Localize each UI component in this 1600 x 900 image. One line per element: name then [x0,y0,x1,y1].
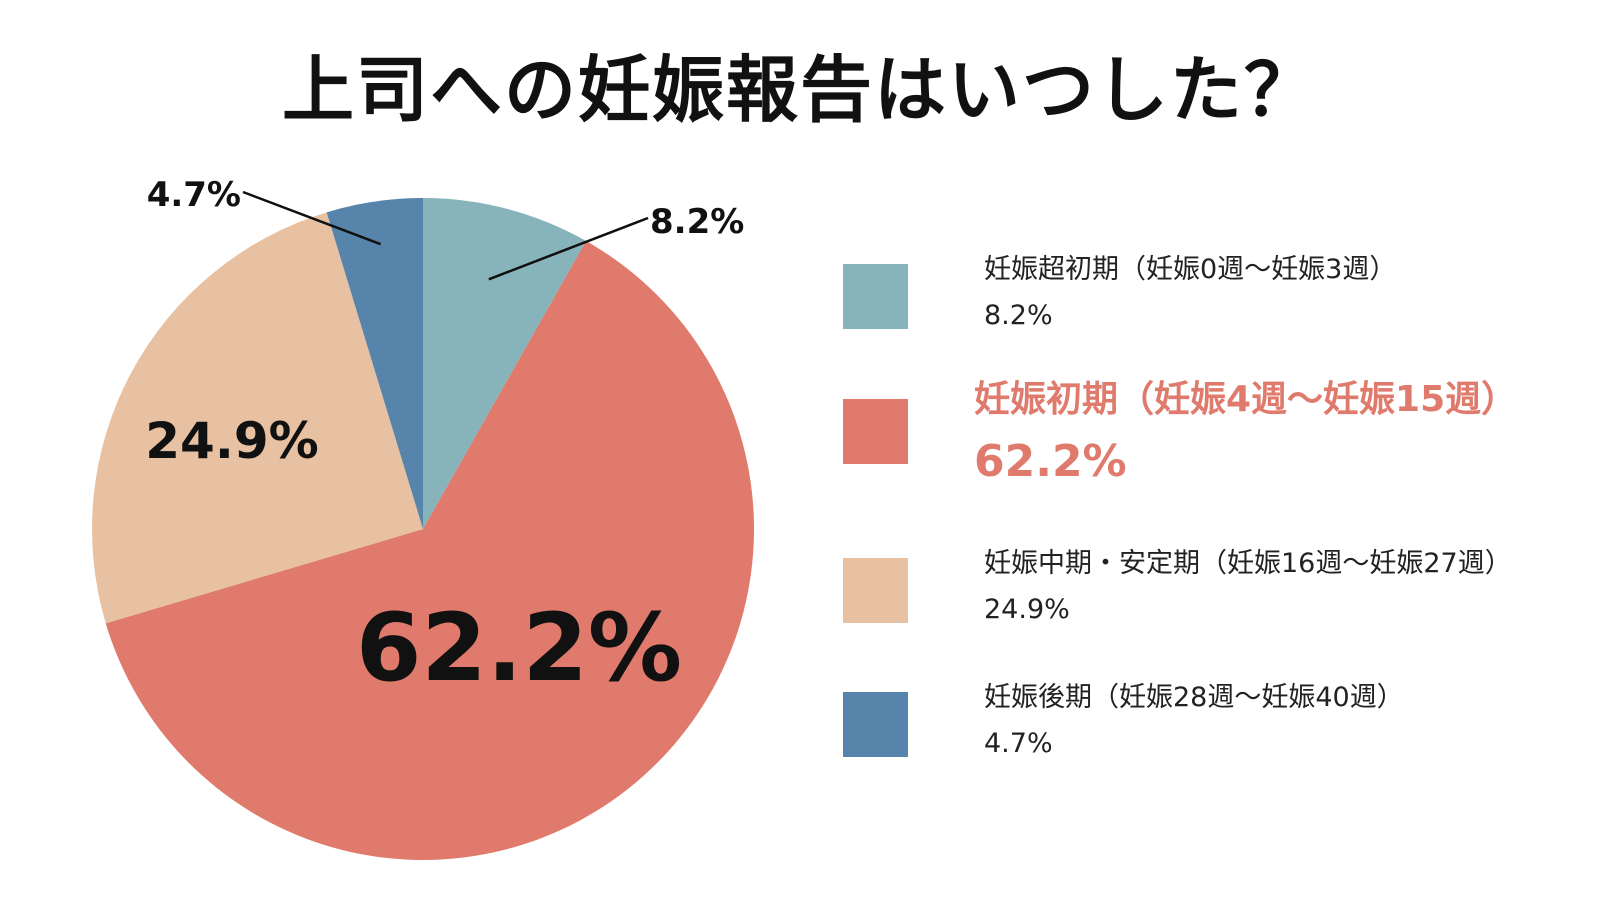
legend-value: 8.2% [984,300,1053,331]
data-label-mid: 24.9% [145,412,318,470]
legend-value: 24.9% [984,594,1070,625]
legend-swatch [843,399,908,464]
pie-slice-late [326,198,423,529]
legend-value: 62.2% [974,436,1127,487]
leader-line-late [242,190,382,246]
legend-value: 4.7% [984,728,1053,759]
pie-chart: 8.2% 4.7% 24.9% 62.2% [92,175,755,861]
pie-slice-early [105,240,755,861]
pie-slice-super-early [423,198,587,529]
legend: 妊娠超初期（妊娠0週〜妊娠3週） 8.2% 妊娠初期（妊娠4週〜妊娠15週） 6… [843,0,1600,900]
legend-label: 妊娠後期（妊娠28週〜妊娠40週） [984,682,1404,713]
data-label-late: 4.7% [147,175,241,215]
legend-label: 妊娠超初期（妊娠0週〜妊娠3週） [984,254,1397,285]
data-label-early: 62.2% [356,594,682,703]
leader-line-super-early [488,216,649,281]
chart-title: 上司への妊娠報告はいつした？ [281,48,1318,132]
data-label-super-early: 8.2% [650,202,744,242]
legend-swatch [843,558,908,623]
pie-slice-mid [92,212,423,624]
legend-label: 妊娠初期（妊娠4週〜妊娠15週） [974,379,1518,420]
legend-swatch [843,264,908,329]
legend-swatch [843,692,908,757]
legend-label: 妊娠中期・安定期（妊娠16週〜妊娠27週） [984,548,1512,579]
